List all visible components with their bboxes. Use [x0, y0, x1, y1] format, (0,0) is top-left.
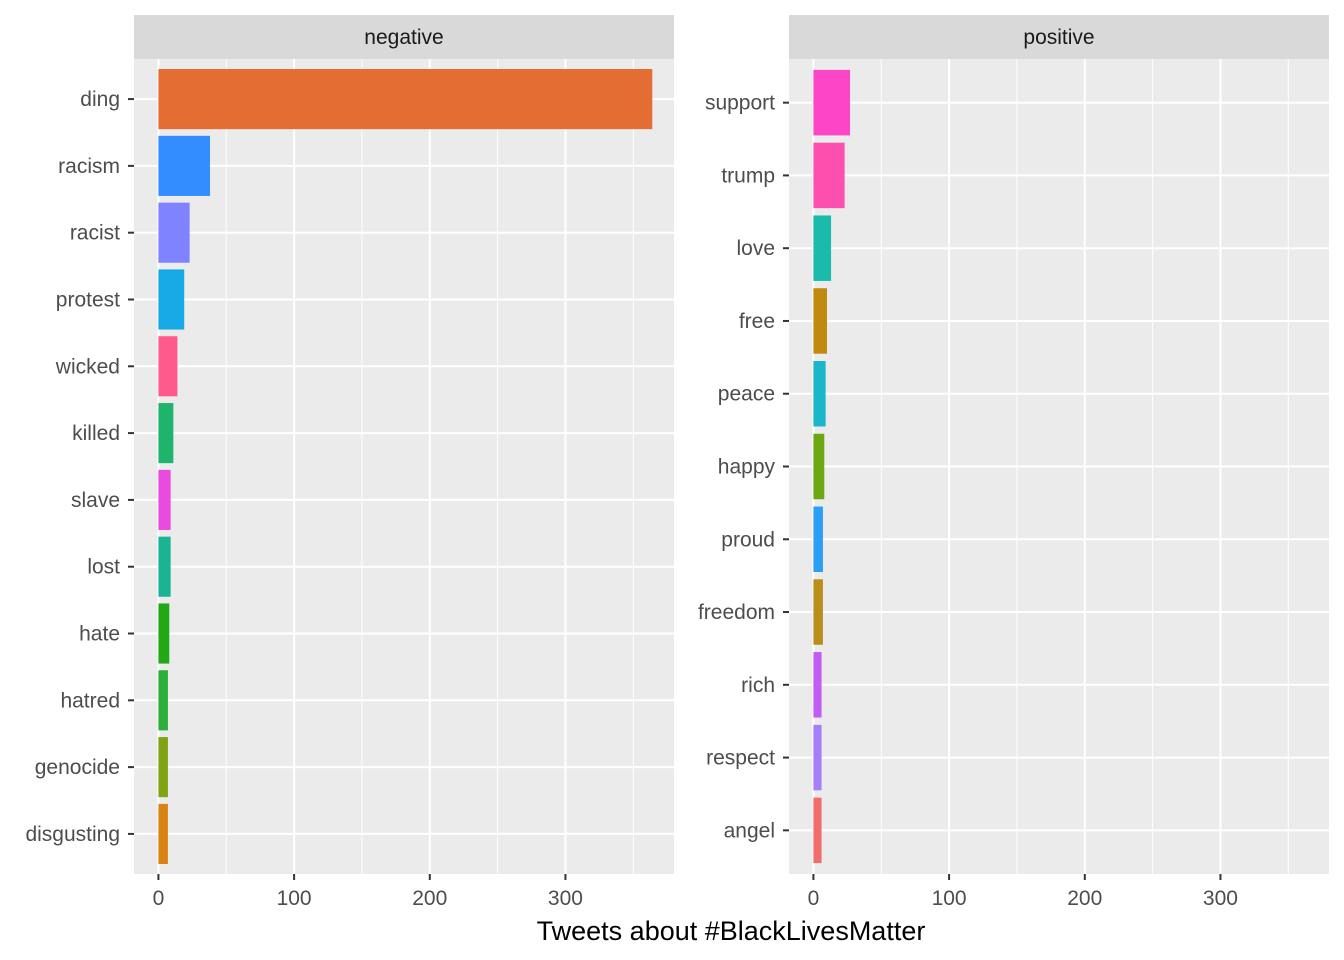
panel-negative-y-tick-label: hatred	[60, 689, 120, 712]
panel-positive-y-tick-label: freedom	[698, 601, 775, 624]
panel-positive-y-tick-label: love	[736, 237, 775, 260]
panel-positive-bar-rich	[813, 652, 822, 718]
panel-positive-strip	[789, 15, 1329, 59]
panel-positive-bar-respect	[813, 724, 822, 791]
panel-positive-y-tick-label: rich	[741, 674, 775, 697]
panel-positive-y-tick-label: proud	[721, 528, 775, 551]
panel-positive-bar-love	[813, 215, 832, 281]
panel-positive-strip-label: positive	[1023, 26, 1094, 49]
panel-positive-bar-trump	[813, 142, 845, 209]
panel-negative-bar-ding	[158, 69, 653, 130]
panel-negative-y-tick-label: racist	[70, 222, 120, 245]
panel-negative-bar-racist	[158, 202, 190, 263]
panel-negative-bar-hatred	[158, 670, 168, 731]
panel-positive-x-tick-label: 200	[1067, 887, 1102, 910]
panel-negative-x-tick-label: 0	[153, 887, 165, 910]
panel-negative-y-tick-label: killed	[72, 422, 120, 445]
panel-negative-y-tick-label: hate	[79, 623, 120, 646]
panel-negative-x-tick-label: 300	[548, 887, 583, 910]
panel-negative-bar-slave	[158, 469, 171, 530]
panel-positive-y-tick-label: support	[705, 92, 775, 115]
panel-negative-bar-hate	[158, 603, 170, 664]
panel-positive-x-tick-label: 300	[1203, 887, 1238, 910]
panel-negative-bar-killed	[158, 403, 174, 464]
panel-negative-bar-disgusting	[158, 803, 168, 864]
panel-positive-bar-freedom	[813, 579, 823, 645]
panel-negative-bar-genocide	[158, 737, 168, 798]
panel-negative-bar-racism	[158, 135, 210, 196]
panel-negative-bar-protest	[158, 269, 185, 330]
panel-negative-y-tick-label: racism	[58, 155, 120, 178]
panel-positive-bar-happy	[813, 433, 825, 500]
panel-positive-y-tick-label: peace	[718, 383, 775, 406]
panel-positive-y-tick-label: trump	[721, 164, 775, 187]
panel-negative-bar-wicked	[158, 336, 178, 397]
panel-negative-y-tick-label: slave	[71, 489, 120, 512]
panel-positive-x-tick-label: 100	[932, 887, 967, 910]
panel-negative-y-tick-label: lost	[87, 556, 120, 579]
panel-negative-strip-label: negative	[364, 26, 443, 49]
panel-positive-y-tick-label: happy	[718, 456, 776, 479]
panel-negative-x-tick-label: 200	[412, 887, 447, 910]
panel-positive-bar-support	[813, 69, 851, 136]
panel-negative-y-tick-label: ding	[80, 88, 120, 111]
panel-positive-y-tick-label: respect	[706, 747, 775, 770]
panel-positive-bar-proud	[813, 506, 823, 573]
panel-positive-bar-free	[813, 288, 827, 354]
panel-negative-background	[134, 59, 674, 874]
panel-negative-y-tick-label: disgusting	[25, 823, 120, 846]
panel-negative-strip	[134, 15, 674, 59]
panel-positive-bar-peace	[813, 360, 826, 427]
panel-positive-y-tick-label: free	[739, 310, 775, 333]
panel-negative-y-tick-label: protest	[56, 288, 120, 311]
panel-negative-y-tick-label: genocide	[35, 756, 120, 779]
x-axis-title: Tweets about #BlackLivesMatter	[537, 916, 926, 946]
panel-negative-y-tick-label: wicked	[55, 355, 120, 378]
panel-negative-x-tick-label: 100	[277, 887, 312, 910]
panel-positive-bar-angel	[813, 797, 822, 864]
panel-positive-x-tick-label: 0	[808, 887, 820, 910]
panel-positive-y-tick-label: angel	[724, 819, 775, 842]
panel-negative-bar-lost	[158, 536, 171, 597]
